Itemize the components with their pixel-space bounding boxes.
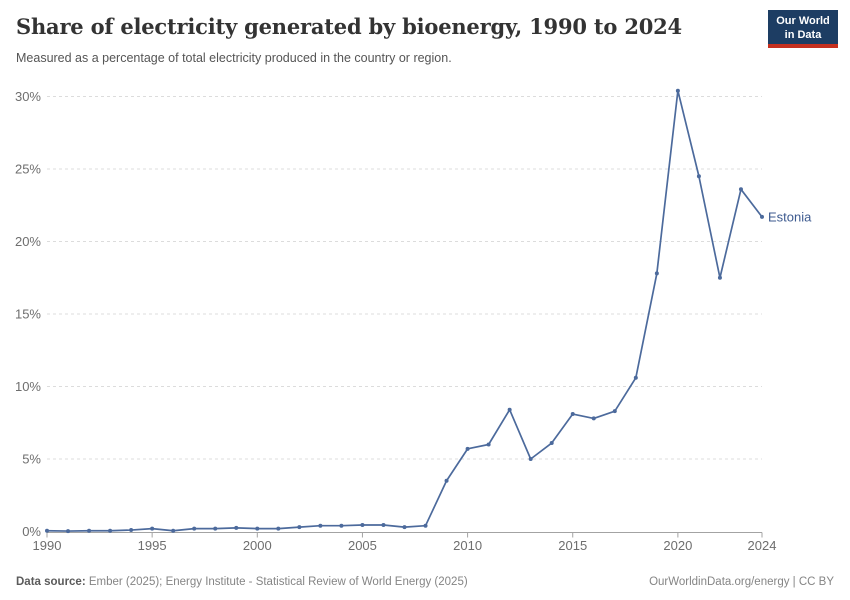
y-tick-label: 10% — [15, 379, 41, 394]
y-tick-label: 20% — [15, 234, 41, 249]
owid-logo-line1: Our World — [776, 15, 830, 27]
data-point[interactable] — [717, 275, 722, 280]
y-tick-label: 30% — [15, 89, 41, 104]
x-tick-label: 2000 — [243, 538, 272, 553]
cc-by-link[interactable]: OurWorldinData.org/energy | CC BY — [649, 576, 834, 588]
data-point[interactable] — [171, 528, 176, 533]
data-point[interactable] — [66, 529, 71, 534]
data-point[interactable] — [318, 523, 323, 528]
data-point[interactable] — [192, 526, 197, 531]
data-point[interactable] — [87, 528, 92, 533]
owid-logo-line2: in Data — [784, 28, 822, 41]
data-source-text: Ember (2025); Energy Institute - Statist… — [85, 576, 468, 588]
owid-logo[interactable]: Our World in Data — [768, 10, 838, 48]
x-tick-label: 2024 — [748, 538, 777, 553]
data-point[interactable] — [486, 442, 491, 447]
data-point[interactable] — [150, 526, 155, 531]
data-source-label: Data source: — [16, 576, 86, 588]
data-point[interactable] — [760, 214, 764, 219]
x-tick-label: 2015 — [558, 538, 587, 553]
data-point[interactable] — [423, 523, 428, 528]
x-tick-label: 2010 — [453, 538, 482, 553]
data-point[interactable] — [570, 412, 575, 417]
data-point[interactable] — [738, 187, 743, 192]
x-tick-label: 1990 — [33, 538, 62, 553]
data-source-note: Data source: Ember (2025); Energy Instit… — [16, 576, 468, 588]
data-point[interactable] — [675, 88, 680, 93]
entity-label[interactable]: Estonia — [768, 209, 812, 224]
x-tick-label: 2005 — [348, 538, 377, 553]
data-point[interactable] — [255, 526, 260, 531]
series-line[interactable] — [46, 89, 763, 532]
data-point[interactable] — [45, 528, 49, 533]
data-point[interactable] — [444, 478, 449, 483]
x-tick-label: 1995 — [138, 538, 167, 553]
data-point[interactable] — [507, 407, 512, 412]
data-point[interactable] — [654, 271, 659, 276]
page-title: Share of electricity generated by bioene… — [16, 14, 682, 39]
y-tick-label: 5% — [22, 452, 41, 467]
data-point[interactable] — [213, 526, 218, 531]
data-point[interactable] — [549, 441, 554, 446]
data-point[interactable] — [360, 522, 365, 527]
x-tick-label: 2020 — [663, 538, 692, 553]
chart-footer: Data source: Ember (2025); Energy Instit… — [16, 576, 834, 588]
data-point[interactable] — [402, 525, 407, 530]
data-point[interactable] — [612, 409, 617, 414]
data-point[interactable] — [381, 522, 386, 527]
y-tick-label: 25% — [15, 162, 41, 177]
data-point[interactable] — [234, 525, 239, 530]
data-point[interactable] — [276, 526, 281, 531]
y-tick-label: 0% — [22, 524, 41, 539]
data-point[interactable] — [591, 416, 596, 421]
chart-header: Share of electricity generated by bioene… — [0, 0, 850, 78]
data-point[interactable] — [465, 446, 470, 451]
data-point[interactable] — [528, 457, 533, 461]
data-point[interactable] — [696, 174, 701, 179]
data-point[interactable] — [339, 523, 344, 528]
chart-subtitle: Measured as a percentage of total electr… — [16, 51, 452, 65]
y-tick-label: 15% — [15, 307, 41, 322]
data-point[interactable] — [129, 528, 134, 533]
data-point[interactable] — [108, 528, 113, 533]
data-point[interactable] — [633, 375, 638, 380]
data-point[interactable] — [297, 525, 302, 530]
